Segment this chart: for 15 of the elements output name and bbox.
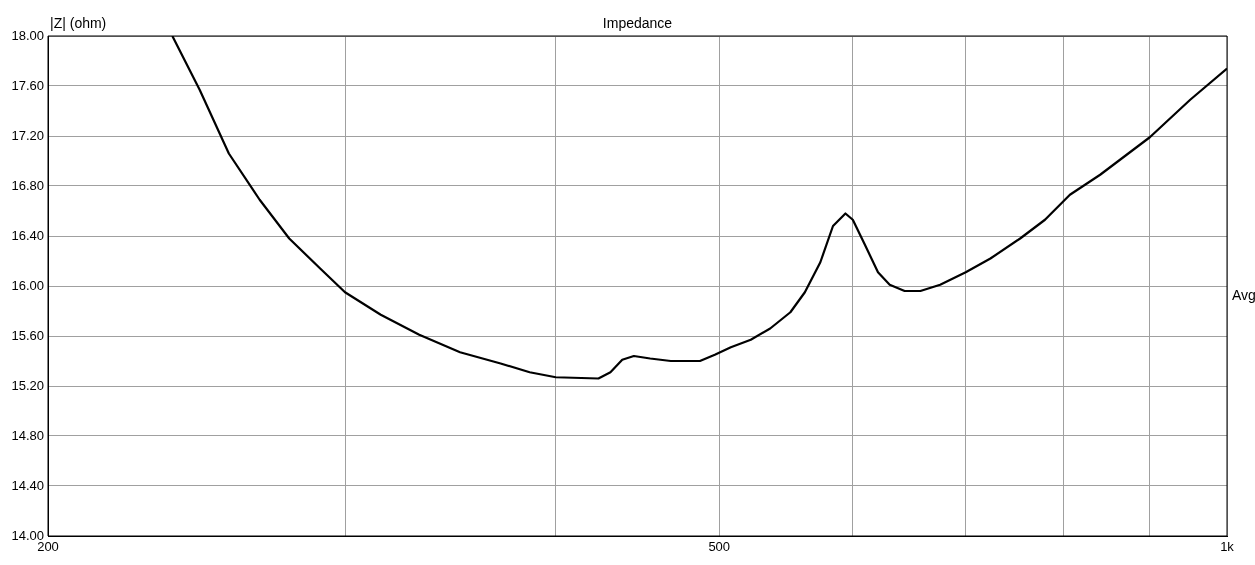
chart-title: Impedance (602, 14, 673, 31)
y-tick-label: 14.80 (11, 427, 44, 443)
y-tick-label: 16.40 (11, 227, 44, 243)
y-tick-label: 16.80 (11, 177, 44, 193)
y-tick-label: 14.40 (11, 477, 44, 493)
y-tick-label: 15.60 (11, 327, 44, 343)
x-tick-label: 500 (708, 539, 731, 555)
y-tick-label: 15.20 (11, 377, 44, 393)
y-tick-label: 17.20 (11, 127, 44, 143)
y-tick-label: 18.00 (11, 27, 44, 43)
y-axis-title: |Z| (ohm) (50, 14, 107, 31)
x-tick-label: 1k (1220, 539, 1235, 555)
text: Avg (1232, 286, 1255, 303)
y-tick-label: 17.60 (11, 77, 44, 93)
y-tick-label: 16.00 (11, 277, 44, 293)
